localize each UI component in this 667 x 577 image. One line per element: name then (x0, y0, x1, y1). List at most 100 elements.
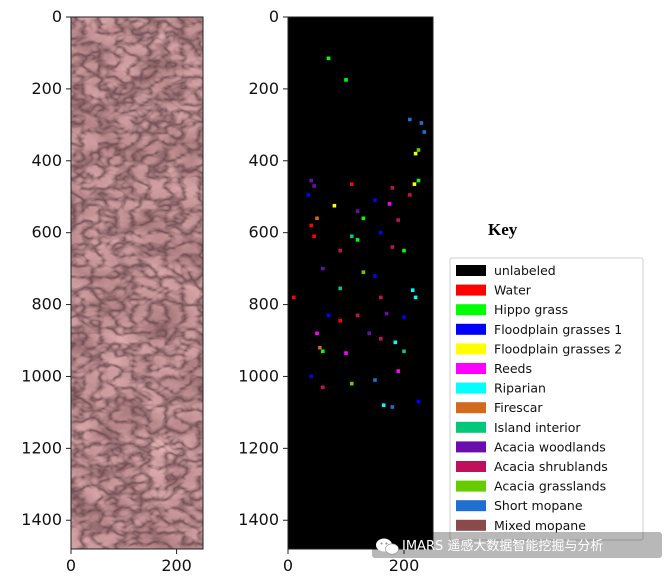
class-point (326, 313, 331, 318)
left-ytick-label: 200 (31, 79, 62, 98)
legend-label: Acacia woodlands (494, 439, 606, 454)
left-ytick-label: 1400 (21, 510, 62, 529)
label-map-background (288, 17, 433, 549)
right-ytick-label: 200 (248, 79, 279, 98)
class-point (321, 349, 325, 354)
legend-swatch (456, 461, 486, 472)
class-point (381, 403, 386, 408)
class-point (326, 56, 331, 61)
class-point (408, 117, 412, 122)
left-ytick-label: 400 (31, 151, 62, 170)
legend-label: unlabeled (494, 263, 556, 278)
left-ytick-label: 1000 (21, 366, 62, 385)
left-ytick-label: 0 (52, 7, 62, 26)
class-point (390, 185, 395, 190)
class-point (396, 218, 400, 222)
rgb-image-panel: 0 200 400 600 800 1000 1200 1400 0 200 (21, 7, 204, 575)
class-point (393, 340, 398, 345)
legend-label: Mixed mopane (494, 518, 586, 533)
class-point (402, 248, 406, 253)
legend-swatch (456, 284, 486, 296)
label-map-points (292, 56, 427, 409)
class-point (350, 182, 354, 186)
legend-frame (449, 257, 644, 541)
class-point (318, 345, 322, 350)
legend-swatch (456, 382, 486, 394)
class-point (402, 315, 406, 319)
watermark-backdrop (372, 532, 662, 558)
legend-swatch (456, 343, 486, 355)
right-xtick-label: 200 (389, 556, 420, 575)
class-point (412, 182, 417, 186)
class-point (309, 374, 313, 379)
legend-swatch (456, 363, 486, 374)
class-point (344, 78, 348, 82)
class-point (396, 369, 400, 373)
rgb-image-frame (70, 16, 204, 550)
class-point (292, 295, 296, 300)
class-point (312, 234, 316, 239)
class-point (350, 234, 354, 239)
class-point (413, 151, 418, 156)
watermark: IMARS 遥感大数据智能挖掘与分析 (372, 532, 662, 558)
class-point (422, 130, 427, 134)
legend-swatch (456, 265, 486, 276)
legend-swatch (456, 402, 486, 414)
legend-label: Island interior (494, 420, 581, 435)
class-point (402, 349, 406, 354)
class-point (338, 286, 342, 291)
class-point (321, 385, 325, 390)
class-point (309, 223, 313, 228)
class-point (373, 378, 377, 382)
class-point (416, 148, 421, 152)
class-point (408, 193, 412, 197)
class-point (410, 288, 415, 292)
label-map-panel: 0 200 400 600 800 1000 1200 1400 0 200 (238, 7, 434, 575)
legend-swatch (456, 480, 486, 492)
legend-label: Hippo grass (494, 302, 568, 317)
right-ytick-label: 400 (248, 151, 279, 170)
class-point (390, 245, 395, 249)
class-point (332, 203, 337, 208)
class-point (312, 184, 316, 188)
legend-label: Water (494, 283, 532, 298)
class-point (344, 351, 348, 355)
wechat-icon (376, 538, 399, 555)
legend-label: Firescar (494, 400, 543, 415)
class-point (390, 405, 395, 409)
legend-swatch (456, 323, 486, 335)
class-point (321, 266, 325, 271)
class-point (361, 270, 366, 275)
left-ytick-label: 800 (31, 295, 62, 314)
class-point (379, 295, 383, 300)
legend-label: Floodplain grasses 2 (494, 341, 622, 356)
right-xtick-label: 0 (283, 556, 293, 575)
class-point (387, 202, 392, 206)
class-point (416, 399, 421, 404)
class-point (379, 230, 383, 235)
class-point (338, 248, 342, 253)
legend-label: Riparian (494, 381, 546, 396)
legend-label: Acacia shrublands (494, 459, 608, 474)
right-ytick-label: 0 (269, 7, 279, 26)
class-point (373, 198, 377, 203)
legend-label: Reeds (494, 361, 532, 376)
class-point (373, 274, 377, 278)
class-point (416, 178, 421, 183)
class-point (413, 295, 418, 300)
label-map-frame (287, 16, 434, 550)
watermark-text: IMARS 遥感大数据智能挖掘与分析 (402, 538, 603, 554)
legend-swatch (456, 500, 486, 512)
right-ytick-label: 600 (248, 223, 279, 242)
legend-label: Acacia grasslands (494, 479, 606, 494)
right-ytick-label: 1200 (238, 438, 279, 457)
class-point (355, 238, 360, 242)
legend-label: Floodplain grasses 1 (494, 322, 622, 337)
legend: unlabeled Water Hippo grass Floodplain gras… (449, 257, 644, 541)
legend-swatch (456, 421, 486, 433)
class-point (350, 381, 354, 386)
class-point (355, 209, 360, 213)
left-xtick-label: 200 (161, 556, 192, 575)
class-point (419, 121, 424, 125)
legend-swatch (456, 441, 486, 453)
